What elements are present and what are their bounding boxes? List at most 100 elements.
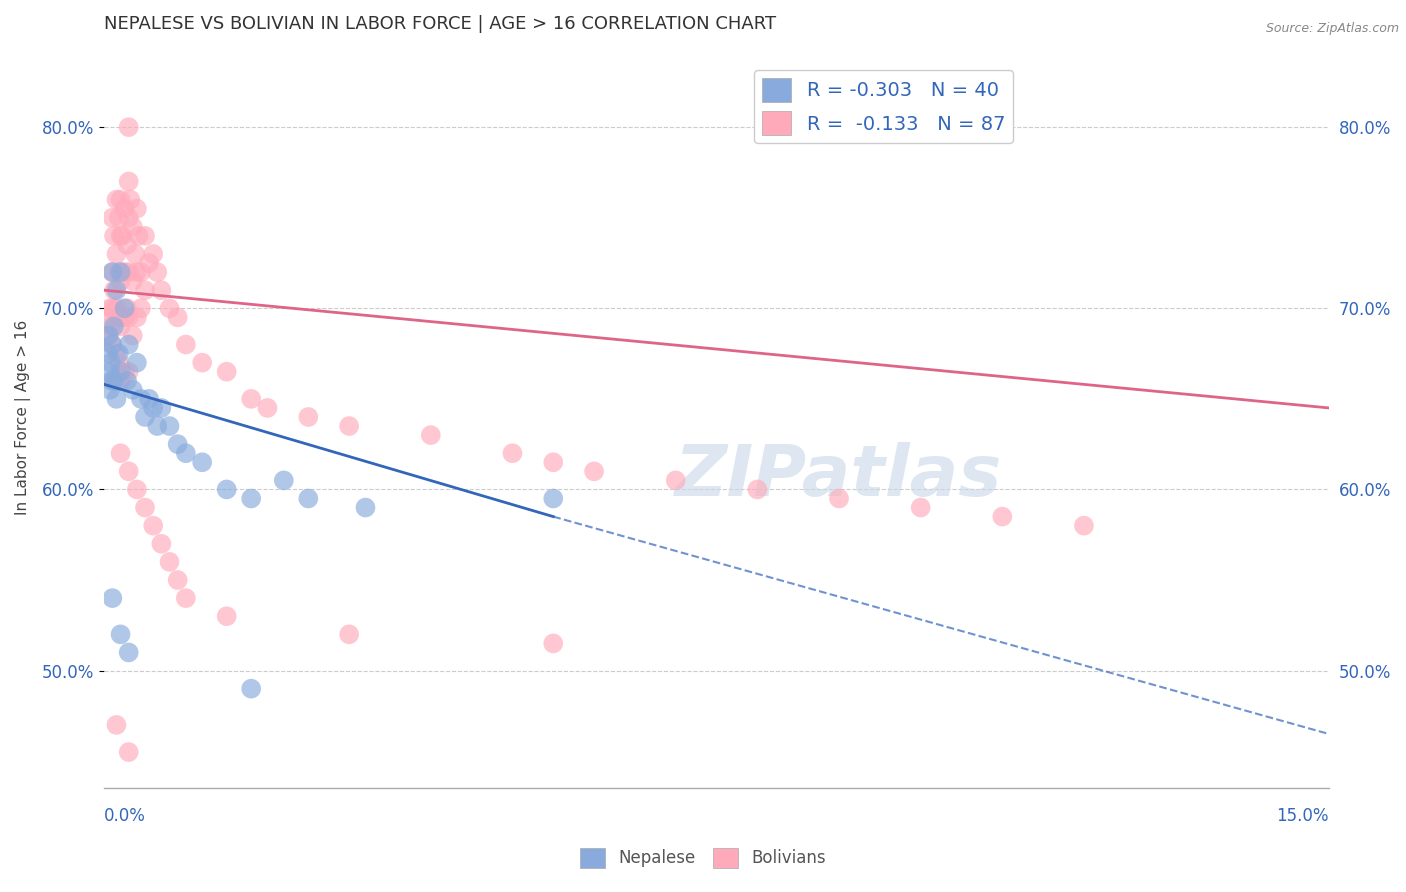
Point: [103, 283, 125, 297]
Point: [354, 500, 377, 515]
Point: [583, 464, 606, 478]
Point: [240, 681, 263, 696]
Point: [138, 392, 160, 406]
Point: [110, 319, 132, 334]
Point: [174, 446, 197, 460]
Point: [101, 301, 124, 316]
Point: [108, 346, 131, 360]
Point: [100, 374, 122, 388]
Point: [121, 383, 143, 397]
Point: [256, 401, 278, 415]
Point: [747, 483, 769, 497]
Point: [419, 428, 441, 442]
Legend: Nepalese, Bolivians: Nepalese, Bolivians: [574, 841, 832, 875]
Point: [828, 491, 851, 506]
Point: [108, 356, 131, 370]
Point: [118, 265, 141, 279]
Point: [118, 464, 141, 478]
Point: [114, 202, 136, 216]
Point: [118, 211, 141, 225]
Point: [110, 228, 132, 243]
Point: [150, 537, 173, 551]
Point: [118, 745, 141, 759]
Point: [101, 591, 124, 606]
Point: [146, 419, 169, 434]
Point: [150, 283, 173, 297]
Point: [124, 247, 146, 261]
Point: [159, 301, 181, 316]
Text: Source: ZipAtlas.com: Source: ZipAtlas.com: [1265, 22, 1399, 36]
Point: [297, 491, 319, 506]
Point: [1073, 518, 1095, 533]
Point: [118, 174, 141, 188]
Point: [105, 247, 128, 261]
Point: [105, 283, 128, 297]
Point: [110, 193, 132, 207]
Point: [910, 500, 932, 515]
Point: [105, 193, 128, 207]
Point: [101, 265, 124, 279]
Point: [97, 310, 120, 325]
Point: [134, 500, 156, 515]
Point: [97, 346, 120, 360]
Point: [129, 265, 152, 279]
Text: 15.0%: 15.0%: [1277, 807, 1329, 825]
Point: [128, 228, 150, 243]
Point: [121, 328, 143, 343]
Point: [191, 356, 214, 370]
Point: [115, 374, 138, 388]
Point: [98, 383, 121, 397]
Point: [129, 301, 152, 316]
Point: [125, 265, 148, 279]
Point: [97, 328, 120, 343]
Point: [125, 483, 148, 497]
Point: [105, 392, 128, 406]
Point: [665, 474, 688, 488]
Legend: R = -0.303   N = 40, R =  -0.133   N = 87: R = -0.303 N = 40, R = -0.133 N = 87: [754, 70, 1012, 143]
Point: [159, 555, 181, 569]
Point: [240, 392, 263, 406]
Text: 0.0%: 0.0%: [104, 807, 146, 825]
Point: [105, 346, 128, 360]
Point: [100, 319, 122, 334]
Point: [337, 627, 360, 641]
Point: [118, 365, 141, 379]
Point: [215, 609, 238, 624]
Point: [114, 301, 136, 316]
Point: [101, 211, 124, 225]
Point: [98, 301, 121, 316]
Point: [110, 627, 132, 641]
Point: [108, 265, 131, 279]
Point: [138, 256, 160, 270]
Point: [337, 419, 360, 434]
Point: [129, 392, 152, 406]
Point: [98, 328, 121, 343]
Point: [120, 193, 142, 207]
Point: [98, 365, 121, 379]
Point: [103, 374, 125, 388]
Point: [215, 483, 238, 497]
Point: [101, 337, 124, 351]
Point: [114, 365, 136, 379]
Point: [114, 310, 136, 325]
Point: [100, 337, 122, 351]
Point: [125, 310, 148, 325]
Point: [125, 356, 148, 370]
Point: [174, 591, 197, 606]
Point: [240, 491, 263, 506]
Point: [142, 518, 165, 533]
Point: [103, 319, 125, 334]
Point: [134, 283, 156, 297]
Point: [134, 409, 156, 424]
Point: [543, 491, 565, 506]
Point: [118, 645, 141, 659]
Point: [110, 446, 132, 460]
Point: [501, 446, 523, 460]
Point: [115, 238, 138, 252]
Point: [114, 265, 136, 279]
Point: [110, 374, 132, 388]
Point: [150, 401, 173, 415]
Point: [111, 228, 134, 243]
Point: [100, 356, 122, 370]
Point: [146, 265, 169, 279]
